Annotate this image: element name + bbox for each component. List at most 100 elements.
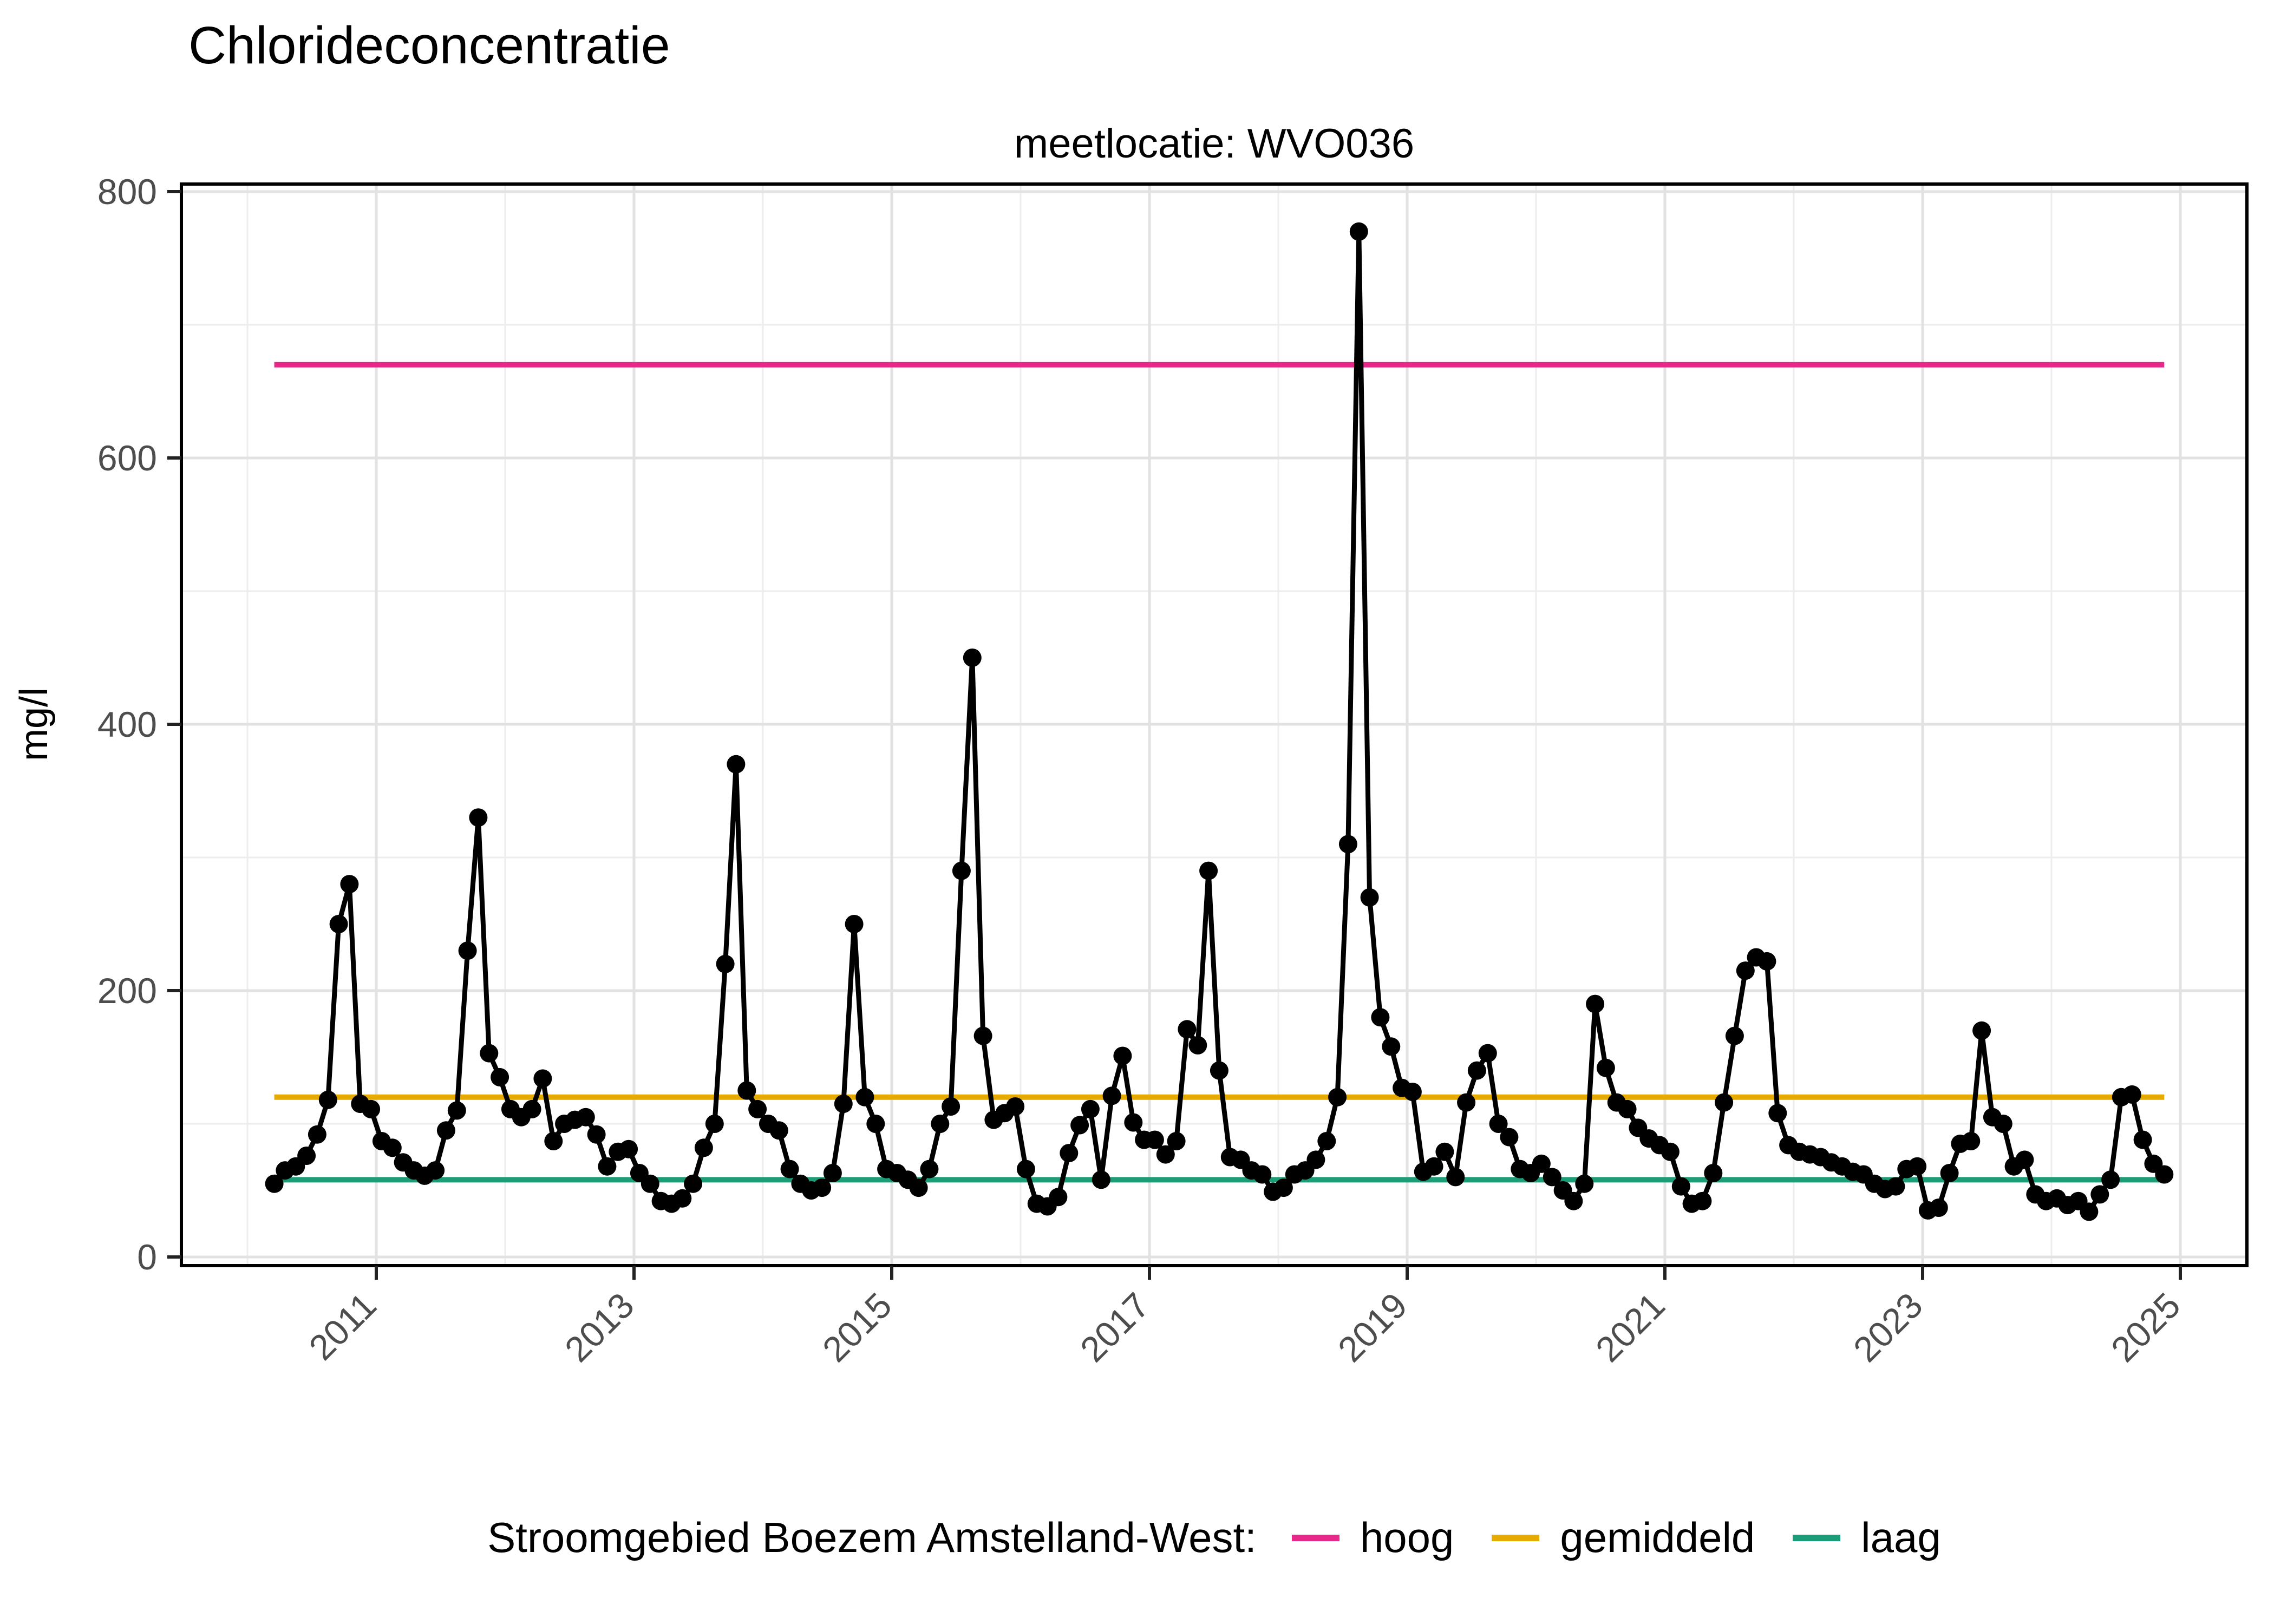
data-point [866,1115,885,1133]
data-point [1940,1164,1959,1182]
data-point [576,1108,595,1127]
x-tick-label: 2023 [1846,1285,1930,1370]
data-point [491,1068,509,1086]
data-point [909,1178,928,1197]
data-point [447,1101,466,1120]
data-point [1210,1061,1229,1080]
data-point [544,1132,563,1150]
data-point [1532,1154,1551,1173]
data-point [1972,1021,1991,1040]
data-point [1349,222,1368,241]
data-point [1092,1170,1110,1189]
laag-line-key-icon [1793,1534,1841,1541]
data-point [1371,1008,1390,1027]
data-point [1338,835,1357,854]
data-point [2090,1185,2109,1204]
data-point [469,808,488,827]
data-point [1543,1168,1561,1187]
data-point [587,1125,606,1144]
data-point [1768,1104,1787,1123]
y-tick-label: 800 [97,172,157,212]
legend-item-hoog: hoog [1291,1513,1454,1562]
data-point [1167,1132,1186,1150]
data-point [1457,1093,1476,1112]
data-point [2080,1202,2099,1221]
data-point [1306,1150,1325,1169]
data-point [308,1125,326,1144]
data-point [1081,1099,1100,1118]
x-tick-label: 2021 [1588,1285,1672,1370]
data-point [318,1090,337,1109]
legend-label-gemiddeld: gemiddeld [1560,1514,1755,1561]
data-point [458,941,477,960]
data-point [1736,961,1755,980]
data-point [1596,1058,1615,1077]
data-point [1102,1086,1121,1105]
data-point [769,1121,788,1140]
data-point [694,1138,713,1157]
data-point [383,1138,402,1157]
data-point [1618,1099,1637,1118]
data-point [1725,1026,1744,1045]
data-point [737,1081,756,1100]
data-point [942,1097,960,1116]
data-point [1446,1168,1465,1187]
data-point [340,875,359,894]
data-point [1049,1188,1068,1207]
data-point [1908,1157,1927,1176]
data-point [1489,1115,1508,1133]
data-point [952,861,971,880]
y-tick-label: 200 [97,971,157,1011]
data-point [436,1121,455,1140]
data-point [1564,1191,1583,1210]
data-point [1715,1093,1734,1112]
data-point [1435,1142,1454,1161]
data-point [1113,1046,1132,1065]
data-point [2101,1170,2120,1189]
legend-title: Stroomgebied Boezem Amstelland-West: [487,1514,1257,1561]
data-point [1199,861,1218,880]
y-tick-label: 600 [97,438,157,478]
data-point [533,1069,552,1088]
data-point [1253,1165,1272,1184]
gemiddeld-line-key-icon [1492,1534,1540,1541]
data-point [619,1140,638,1158]
facet-strip-title: meetlocatie: WVO036 [1014,121,1415,167]
data-point [641,1174,659,1193]
data-point [480,1044,499,1063]
data-point [297,1147,316,1165]
data-point [716,954,735,973]
data-point [727,755,746,774]
data-point [522,1099,541,1118]
data-point [1006,1097,1025,1116]
data-point [1586,994,1605,1013]
data-point [684,1174,703,1193]
data-point [1704,1164,1723,1182]
data-point [1188,1036,1207,1055]
data-point [1757,952,1776,971]
y-tick-label: 0 [137,1237,157,1277]
data-point [362,1099,381,1118]
data-point [1145,1130,1164,1149]
data-point [1060,1144,1079,1163]
data-point [1156,1145,1175,1164]
y-tick-label: 400 [97,704,157,744]
data-point [1693,1191,1712,1210]
data-point [1317,1132,1336,1150]
data-point [1962,1132,1981,1150]
data-point [845,915,864,933]
data-point [1424,1157,1443,1176]
x-tick-label: 2017 [1073,1285,1157,1370]
data-point [1016,1160,1035,1178]
data-point [963,649,982,667]
data-point [598,1157,617,1176]
data-point [1274,1178,1293,1197]
data-point [1671,1177,1690,1196]
data-point [673,1189,692,1208]
x-tick-label: 2025 [2103,1285,2188,1370]
data-point [1360,888,1379,907]
data-point [1500,1128,1519,1147]
legend: Stroomgebied Boezem Amstelland-West: hoo… [181,1513,2247,1562]
x-tick-label: 2011 [301,1285,384,1368]
